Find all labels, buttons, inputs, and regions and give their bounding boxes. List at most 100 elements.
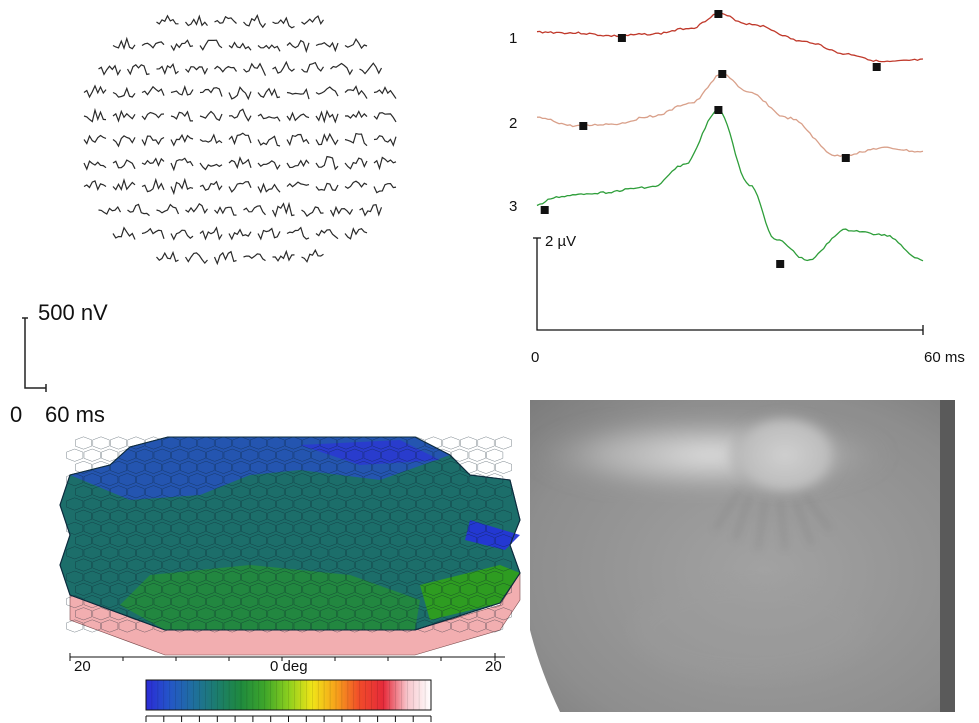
local-response-trace <box>170 39 194 52</box>
local-response-trace <box>83 180 107 191</box>
local-response-trace <box>315 182 339 191</box>
latency-marker <box>872 63 881 71</box>
amplitude-scale-label: 500 nV <box>38 300 108 325</box>
colorbar-bands <box>151 680 426 710</box>
local-response-trace <box>257 160 281 171</box>
local-response-trace <box>344 110 368 119</box>
local-response-trace <box>243 205 266 216</box>
colorbar <box>145 679 432 711</box>
local-response-trace <box>301 61 325 73</box>
latency-marker <box>579 122 588 130</box>
local-response-trace <box>199 87 223 97</box>
local-response-trace <box>257 182 281 194</box>
local-response-trace <box>170 177 194 196</box>
local-response-trace <box>141 157 165 167</box>
time-scale-label: 60 ms <box>45 402 105 427</box>
local-response-trace <box>257 113 281 122</box>
local-response-trace <box>170 157 194 172</box>
local-response-trace <box>126 64 150 76</box>
local-response-trace <box>156 14 179 25</box>
local-response-trace <box>214 15 237 24</box>
local-response-trace <box>228 132 252 146</box>
local-response-trace <box>170 229 194 241</box>
latency-marker <box>718 70 727 78</box>
response-trace-3 <box>536 108 924 262</box>
local-response-trace <box>257 227 281 241</box>
local-response-trace <box>373 156 397 171</box>
local-response-trace <box>170 110 193 122</box>
local-response-trace <box>286 133 310 147</box>
local-response-trace <box>228 156 252 170</box>
local-response-trace <box>199 133 223 144</box>
local-response-trace <box>257 87 281 99</box>
local-response-trace <box>214 206 237 216</box>
local-response-trace <box>272 60 295 74</box>
response-trace-1 <box>536 12 924 63</box>
local-response-trace <box>199 180 223 191</box>
latency-marker <box>540 206 549 214</box>
local-response-trace <box>213 250 237 266</box>
local-response-trace <box>359 204 383 217</box>
local-response-trace <box>344 157 368 170</box>
local-response-trace <box>141 85 165 96</box>
local-response-trace <box>83 134 107 145</box>
local-response-trace <box>185 14 208 27</box>
local-response-trace <box>286 39 310 54</box>
local-response-trace <box>315 41 339 53</box>
local-response-trace <box>141 41 165 49</box>
local-response-trace <box>98 64 122 76</box>
amplitude-scale-label: 2 µV <box>545 233 577 250</box>
local-response-trace <box>315 155 339 171</box>
local-response-trace <box>344 85 368 99</box>
local-response-trace <box>228 108 252 122</box>
local-response-trace <box>214 65 237 73</box>
local-response-trace <box>228 41 252 51</box>
topography-hex-grid <box>66 436 512 633</box>
local-response-trace <box>286 181 310 188</box>
trace-label-3: 3 <box>509 198 518 215</box>
x-axis-end-label: 60 ms <box>924 349 965 366</box>
local-response-trace <box>329 205 354 218</box>
local-response-trace <box>243 253 266 262</box>
local-response-trace <box>271 201 295 218</box>
local-response-trace <box>156 63 179 75</box>
local-response-trace <box>112 135 136 148</box>
latency-marker <box>617 34 626 42</box>
trace-label-2: 2 <box>509 115 518 132</box>
local-response-trace <box>112 86 136 98</box>
time-zero-label: 0 <box>10 402 23 427</box>
topography-x-axis <box>69 653 505 661</box>
local-response-trace <box>184 252 208 265</box>
local-response-trace <box>301 15 324 25</box>
local-response-trace <box>83 84 107 99</box>
local-response-trace <box>315 86 339 97</box>
local-response-trace <box>170 133 194 147</box>
local-response-trace <box>199 39 223 51</box>
local-response-trace <box>199 226 223 241</box>
local-response-trace <box>373 135 397 147</box>
local-response-trace <box>228 181 252 193</box>
x-axis-right-label: 20 <box>485 658 502 675</box>
averaged-response-panel: 1 2 3 2 µV 0 60 ms <box>500 0 979 380</box>
local-response-trace <box>243 62 267 76</box>
fundus-image <box>530 400 955 712</box>
local-response-trace <box>98 205 122 215</box>
latency-marker <box>714 10 723 18</box>
topography-blue-spot <box>465 520 520 550</box>
local-response-trace <box>272 16 295 29</box>
trace-array-plot <box>83 14 397 266</box>
latency-marker <box>776 260 785 268</box>
topography-high-region <box>120 565 420 630</box>
response-traces-plot <box>533 10 924 335</box>
x-axis-center-label: 0 deg <box>270 658 308 675</box>
local-response-trace <box>373 182 397 194</box>
local-response-trace <box>315 132 339 146</box>
latency-marker <box>841 154 850 162</box>
local-response-trace <box>257 135 281 147</box>
local-response-trace <box>112 159 136 170</box>
local-response-trace <box>185 202 208 214</box>
local-response-trace <box>228 228 252 241</box>
local-response-trace <box>286 87 310 100</box>
local-response-trace <box>344 38 368 50</box>
local-response-trace <box>112 109 136 123</box>
